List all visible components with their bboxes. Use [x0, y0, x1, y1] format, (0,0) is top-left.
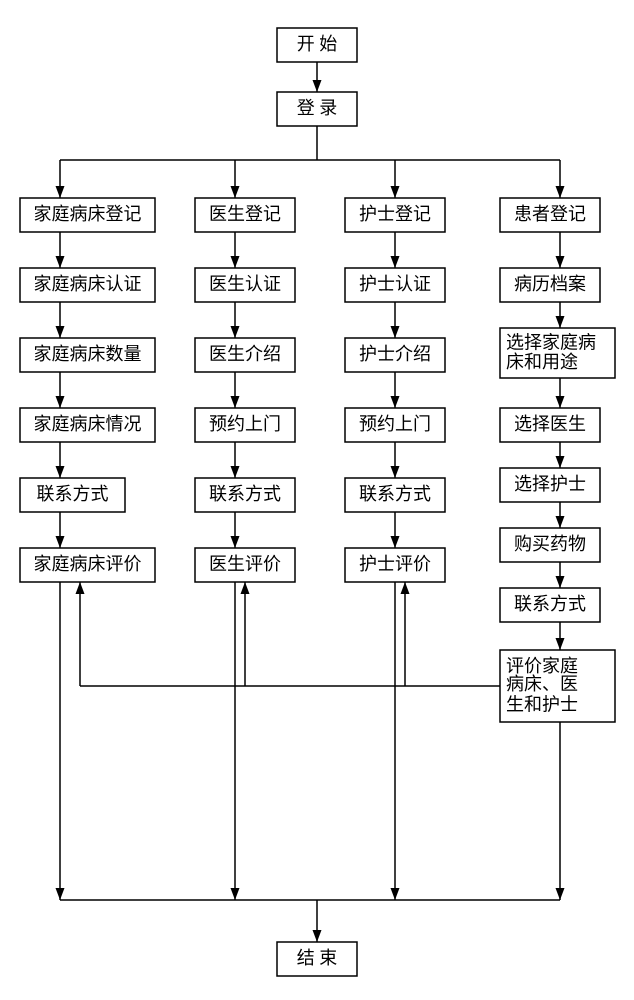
node-label: 医生登记 — [209, 204, 281, 224]
node-label: 患者登记 — [514, 204, 586, 224]
flow-node-c3: 护士介绍 — [345, 338, 445, 372]
node-label: 联系方式 — [514, 594, 586, 614]
node-label: 家庭病床登记 — [34, 204, 142, 224]
flow-node-c4: 预约上门 — [345, 408, 445, 442]
node-label: 家庭病床评价 — [34, 554, 142, 574]
flow-node-d3: 选择家庭病床和用途 — [500, 328, 615, 378]
node-label: 家庭病床认证 — [34, 274, 142, 294]
node-label: 护士认证 — [359, 274, 431, 294]
node-label: 家庭病床情况 — [34, 414, 142, 434]
flow-node-a1: 家庭病床登记 — [20, 198, 155, 232]
node-label: 选择护士 — [514, 474, 586, 494]
node-label: 床和用途 — [506, 352, 578, 372]
flow-node-a6: 家庭病床评价 — [20, 548, 155, 582]
node-label: 家庭病床数量 — [34, 344, 142, 364]
node-label: 选择家庭病 — [506, 333, 596, 353]
flow-node-d4: 选择医生 — [500, 408, 600, 442]
flow-node-d2: 病历档案 — [500, 268, 600, 302]
node-label: 评价家庭 — [506, 656, 578, 676]
node-label: 登 录 — [297, 98, 338, 118]
flowchart-canvas: 开 始登 录家庭病床登记家庭病床认证家庭病床数量家庭病床情况联系方式家庭病床评价… — [0, 0, 634, 1000]
flow-node-d8: 评价家庭病床、医生和护士 — [500, 650, 615, 722]
node-label: 医生评价 — [209, 554, 281, 574]
node-label: 购买药物 — [514, 534, 586, 554]
node-label: 护士介绍 — [359, 344, 431, 364]
flow-node-start: 开 始 — [277, 28, 357, 62]
flow-node-b3: 医生介绍 — [195, 338, 295, 372]
flow-node-a2: 家庭病床认证 — [20, 268, 155, 302]
flow-node-b4: 预约上门 — [195, 408, 295, 442]
flow-node-a5: 联系方式 — [20, 478, 125, 512]
flow-node-b5: 联系方式 — [195, 478, 295, 512]
flow-node-c6: 护士评价 — [345, 548, 445, 582]
node-label: 预约上门 — [359, 414, 431, 434]
node-label: 选择医生 — [514, 414, 586, 434]
flow-node-end: 结 束 — [277, 942, 357, 976]
edges-group — [60, 62, 560, 942]
nodes-group: 开 始登 录家庭病床登记家庭病床认证家庭病床数量家庭病床情况联系方式家庭病床评价… — [20, 28, 615, 976]
node-label: 开 始 — [297, 34, 338, 54]
flow-node-c5: 联系方式 — [345, 478, 445, 512]
node-label: 医生介绍 — [209, 344, 281, 364]
node-label: 病床、医 — [506, 674, 578, 694]
flow-node-b6: 医生评价 — [195, 548, 295, 582]
node-label: 预约上门 — [209, 414, 281, 434]
node-label: 联系方式 — [37, 484, 109, 504]
node-label: 联系方式 — [209, 484, 281, 504]
node-label: 结 束 — [297, 948, 338, 968]
node-label: 联系方式 — [359, 484, 431, 504]
flow-node-c2: 护士认证 — [345, 268, 445, 302]
flow-node-b1: 医生登记 — [195, 198, 295, 232]
node-label: 医生认证 — [209, 274, 281, 294]
flow-node-a3: 家庭病床数量 — [20, 338, 155, 372]
node-label: 病历档案 — [514, 274, 586, 294]
flow-node-login: 登 录 — [277, 92, 357, 126]
flow-node-a4: 家庭病床情况 — [20, 408, 155, 442]
flow-node-d5: 选择护士 — [500, 468, 600, 502]
node-label: 生和护士 — [506, 694, 578, 714]
flow-node-d7: 联系方式 — [500, 588, 600, 622]
node-label: 护士登记 — [359, 204, 431, 224]
node-label: 护士评价 — [359, 554, 431, 574]
flow-node-c1: 护士登记 — [345, 198, 445, 232]
flow-node-b2: 医生认证 — [195, 268, 295, 302]
flow-node-d6: 购买药物 — [500, 528, 600, 562]
flow-node-d1: 患者登记 — [500, 198, 600, 232]
